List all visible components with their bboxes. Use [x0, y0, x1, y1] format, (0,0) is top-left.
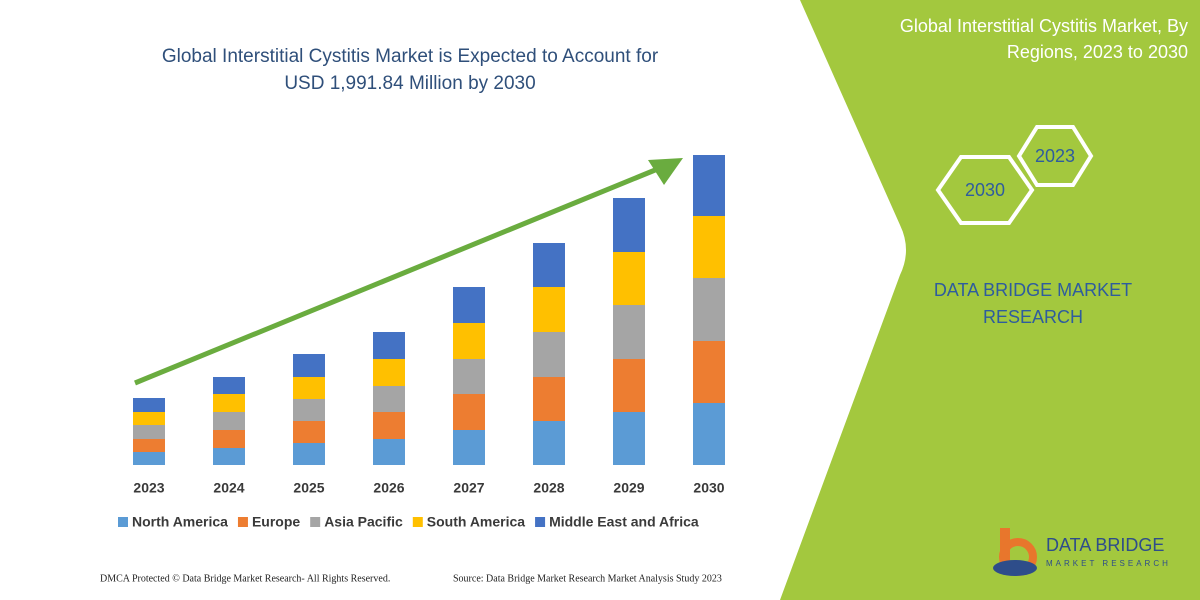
legend-swatch [412, 517, 423, 527]
legend-label: Asia Pacific [324, 514, 403, 530]
x-tick-label: 2029 [613, 480, 644, 496]
bar-segment [293, 377, 325, 399]
x-tick-label: 2024 [213, 480, 244, 496]
panel-heading: Global Interstitial Cystitis Market, By [900, 16, 1188, 36]
bar-segment [293, 443, 325, 465]
bar-segment [133, 452, 165, 465]
hexagon [935, 155, 1035, 225]
legend-swatch [118, 517, 128, 527]
bar-segment [693, 403, 725, 465]
bar-segment [453, 430, 485, 465]
bar-segment [533, 332, 565, 377]
legend-swatch [310, 517, 321, 527]
bar-segment [133, 398, 165, 412]
footer-notice: DMCA Protected © Data Bridge Market Rese… [100, 573, 390, 584]
hex-label: 2030 [965, 180, 1005, 200]
legend: North America Europe Asia Pacific South Ame… [118, 514, 699, 530]
trend-arrow [134, 165, 661, 386]
bar-segment [453, 287, 485, 323]
bar-segment [373, 386, 405, 412]
bar-segment [213, 448, 245, 465]
bar-segment [373, 332, 405, 359]
side-panel [780, 0, 1200, 600]
bar-segment [613, 412, 645, 465]
bar-segment [133, 439, 165, 452]
bar-segment [133, 425, 165, 439]
x-tick-label: 2030 [693, 480, 724, 496]
footer-source: Source: Data Bridge Market Research Mark… [453, 573, 722, 584]
legend-label: Middle East and Africa [549, 514, 699, 530]
bar-segment [213, 430, 245, 448]
bar-segment [693, 155, 725, 216]
bar-segment [693, 216, 725, 278]
x-tick-label: 2026 [373, 480, 404, 496]
bar-segment [293, 354, 325, 377]
bar-segment [613, 359, 645, 412]
logo-name: DATA BRIDGE [1046, 535, 1164, 555]
bar-segment [453, 323, 485, 359]
x-tick-label: 2023 [133, 480, 164, 496]
bar-segment [213, 394, 245, 412]
legend-swatch [535, 517, 546, 527]
bar-segment [133, 412, 165, 425]
legend-swatch [237, 517, 248, 527]
bar-segment [613, 198, 645, 252]
bar-segment [373, 359, 405, 386]
bar-segment [213, 377, 245, 394]
hex-label: 2023 [1035, 146, 1075, 166]
legend-label: South America [427, 514, 525, 530]
bar-segment [453, 394, 485, 430]
bar-segment [693, 278, 725, 341]
logo: DATA BRIDGE MARKET RESEARCH [993, 528, 1171, 576]
bar-segment [533, 421, 565, 465]
chart-title: USD 1,991.84 Million by 2030 [284, 73, 535, 94]
x-tick-label: 2025 [293, 480, 324, 496]
bar-segment [533, 243, 565, 287]
bar-segment [613, 305, 645, 359]
brand-text: RESEARCH [983, 307, 1083, 327]
brand-text: DATA BRIDGE MARKET [934, 280, 1132, 300]
x-tick-label: 2027 [453, 480, 484, 496]
legend-label: Europe [252, 514, 300, 530]
bar-segment [213, 412, 245, 430]
chart-title: Global Interstitial Cystitis Market is E… [162, 46, 659, 67]
legend-label: North America [132, 514, 228, 530]
x-tick-label: 2028 [533, 480, 564, 496]
bar-segment [533, 287, 565, 332]
bar-segment [373, 412, 405, 439]
arrow-head [648, 158, 683, 185]
bar-segment [293, 399, 325, 421]
bar-segment [293, 421, 325, 443]
hexagon [1016, 125, 1094, 187]
bar-segment [613, 252, 645, 305]
bar-segment [533, 377, 565, 421]
logo-mark [993, 560, 1037, 576]
bar-segment [693, 341, 725, 403]
plot: 2023 2024 2025 2026 2027 2028 2029 2030 [133, 155, 725, 496]
bar-segment [373, 439, 405, 465]
panel-heading: Regions, 2023 to 2030 [1007, 42, 1188, 62]
logo-sub: MARKET RESEARCH [1046, 559, 1171, 568]
bar-segment [453, 359, 485, 394]
